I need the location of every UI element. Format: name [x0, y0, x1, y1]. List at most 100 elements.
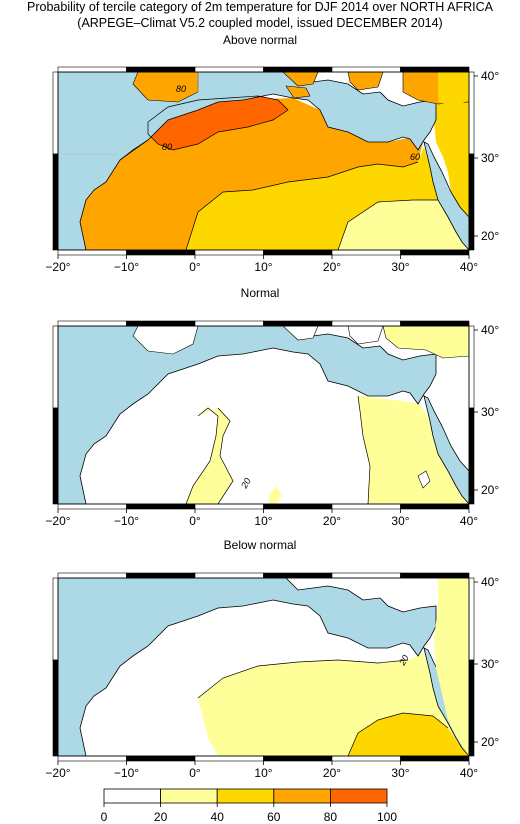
- panel-below-title: Below normal: [223, 538, 297, 552]
- map-frame: [57, 577, 470, 757]
- frame-bar-right: [468, 325, 475, 409]
- frame-bar-top: [331, 572, 401, 579]
- above-balkan-region: [347, 72, 384, 91]
- frame-bar-right: [468, 659, 475, 757]
- contour-label-20: 20: [239, 476, 253, 491]
- colorbar-swatch: [160, 788, 218, 804]
- x-tick-label: −10°: [114, 260, 139, 274]
- x-tick-label: 0°: [189, 260, 201, 274]
- x-tick-label: −10°: [114, 514, 139, 528]
- y-tick-label: 30°: [481, 151, 499, 165]
- above-italy-region: [282, 72, 319, 87]
- normal-20-40-small: [268, 486, 282, 504]
- colorbar-swatch: [329, 788, 388, 804]
- map-frames: −20° −10° 0° 10° 20° 30° 40° 40° 30° 20° −20° −10° 0…: [45, 66, 499, 780]
- frame-bar-bottom: [194, 503, 264, 510]
- x-tick-label: 0°: [189, 766, 201, 780]
- x-tick-label: 30°: [391, 766, 409, 780]
- frame-bar-bottom: [126, 503, 196, 510]
- frame-bar-bottom: [400, 755, 470, 762]
- below-contour-40: [347, 712, 449, 756]
- x-tick-label: −20°: [45, 766, 70, 780]
- panel-above-map: 80 80 60: [58, 72, 469, 250]
- contour-label-20: 20: [397, 653, 411, 668]
- frame-bar-bottom: [194, 755, 264, 762]
- y-tick-label: 40°: [481, 69, 499, 83]
- x-tick-label: 10°: [254, 514, 272, 528]
- frame-bar-left: [52, 153, 59, 251]
- y-tick-label: 30°: [481, 657, 499, 671]
- above-contour-80: [147, 95, 289, 151]
- frame-bar-top: [126, 320, 196, 327]
- frame-bar-top: [194, 572, 264, 579]
- panel-normal-map: 20: [58, 326, 469, 504]
- below-contour-20: [197, 659, 409, 699]
- frame-bar-top: [57, 572, 127, 579]
- x-tick-label: 20°: [323, 514, 341, 528]
- normal-white-patch: [417, 470, 431, 489]
- frame-bar-right: [468, 577, 475, 661]
- x-tick-label: 0°: [189, 514, 201, 528]
- frame-bar-bottom: [331, 249, 401, 256]
- frame-bar-top: [400, 320, 470, 327]
- panel-below-map: 20: [58, 578, 469, 756]
- frame-bar-top: [263, 572, 333, 579]
- frame-bar-left: [52, 659, 59, 757]
- colorbar-tick-label: 80: [324, 810, 338, 824]
- frame-bar-top: [263, 66, 333, 73]
- x-tick-label: 40°: [460, 260, 478, 274]
- colorbar-tick-label: 20: [154, 810, 168, 824]
- frame-bar-bottom: [57, 503, 127, 510]
- frame-bar-top: [126, 572, 196, 579]
- above-contour-40: [337, 199, 438, 250]
- frame-bar-bottom: [57, 249, 127, 256]
- frame-bar-top: [400, 66, 470, 73]
- x-tick-label: 40°: [460, 766, 478, 780]
- frame-bar-bottom: [263, 755, 333, 762]
- normal-balkan-region: [347, 326, 384, 345]
- frame-bar-bottom: [57, 755, 127, 762]
- frame-bar-right: [468, 407, 475, 505]
- colorbar-tick-label: 100: [377, 810, 397, 824]
- frame-bar-bottom: [331, 755, 401, 762]
- x-tick-label: −10°: [114, 766, 139, 780]
- frame-bar-left: [52, 71, 59, 155]
- y-tick-label: 20°: [481, 735, 499, 749]
- colorbar: 0 20 40 60 80 100: [101, 788, 397, 824]
- frame-bar-top: [263, 320, 333, 327]
- map-title-line1: Probability of tercile category of 2m te…: [27, 0, 493, 14]
- frame-bar-top: [331, 66, 401, 73]
- contour-label-80b: 80: [162, 142, 172, 152]
- x-tick-label: −20°: [45, 260, 70, 274]
- frame-bar-top: [194, 66, 264, 73]
- frame-bar-top: [400, 572, 470, 579]
- normal-italy-region: [282, 326, 319, 341]
- normal-20-40-region-east: [358, 396, 469, 504]
- frame-bar-bottom: [400, 249, 470, 256]
- colorbar-swatch: [273, 788, 331, 804]
- above-contour-60: [119, 139, 419, 250]
- x-tick-label: 10°: [254, 766, 272, 780]
- frame-bar-bottom: [194, 249, 264, 256]
- frame-bar-bottom: [400, 503, 470, 510]
- above-sicily-region: [285, 85, 311, 99]
- frame-bar-right: [468, 153, 475, 251]
- panel-normal-title: Normal: [240, 286, 280, 300]
- frame-bar-left: [52, 325, 59, 409]
- y-tick-label: 30°: [481, 405, 499, 419]
- above-levant-region: [438, 72, 469, 107]
- map-frame: [57, 325, 470, 505]
- contour-label-80a: 80: [176, 84, 186, 94]
- y-tick-label: 40°: [481, 323, 499, 337]
- map-frame: [57, 71, 470, 251]
- colorbar-tick-label: 60: [267, 810, 281, 824]
- frame-bar-left: [52, 407, 59, 505]
- colorbar-swatch: [216, 788, 275, 804]
- x-tick-label: −20°: [45, 514, 70, 528]
- map-title-line2: (ARPEGE–Climat V5.2 coupled model, issue…: [77, 16, 443, 30]
- frame-bar-right: [468, 71, 475, 155]
- colorbar-tick-label: 40: [211, 810, 225, 824]
- frame-bar-top: [331, 320, 401, 327]
- frame-bar-bottom: [331, 503, 401, 510]
